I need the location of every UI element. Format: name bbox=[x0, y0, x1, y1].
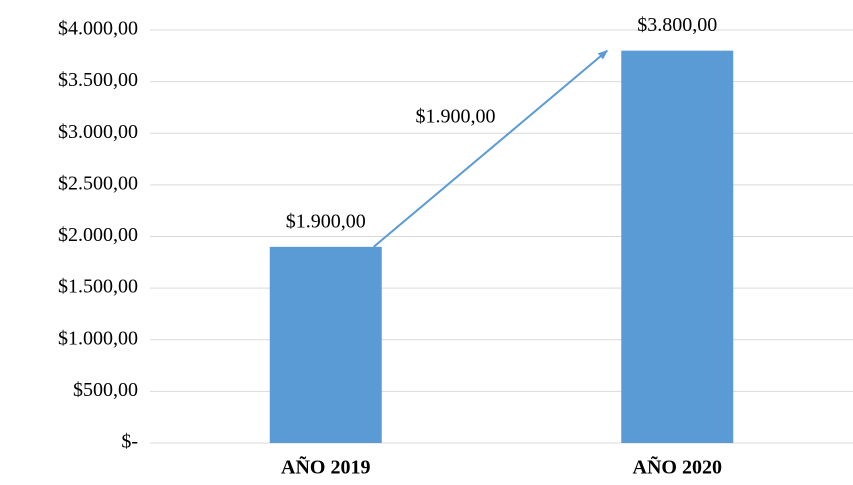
y-tick-label: $3.500,00 bbox=[58, 69, 138, 91]
bar bbox=[269, 246, 382, 443]
y-tick-label: $2.500,00 bbox=[58, 172, 138, 194]
value-label: $1.900,00 bbox=[286, 210, 366, 232]
y-tick-label: $- bbox=[121, 431, 138, 453]
y-tick-label: $4.000,00 bbox=[58, 18, 138, 40]
arrow bbox=[373, 49, 609, 248]
y-tick-label: $2.000,00 bbox=[58, 224, 138, 246]
y-tick-label: $3.000,00 bbox=[58, 121, 138, 143]
y-tick-label: $500,00 bbox=[73, 379, 138, 401]
x-tick-label: AÑO 2019 bbox=[281, 456, 370, 479]
y-tick-label: $1.000,00 bbox=[58, 327, 138, 349]
value-label: $3.800,00 bbox=[637, 14, 717, 36]
x-tick-label: AÑO 2020 bbox=[633, 456, 722, 479]
y-tick-label: $1.500,00 bbox=[58, 276, 138, 298]
annotation: $1.900,00 bbox=[416, 105, 496, 127]
bar bbox=[621, 50, 734, 444]
